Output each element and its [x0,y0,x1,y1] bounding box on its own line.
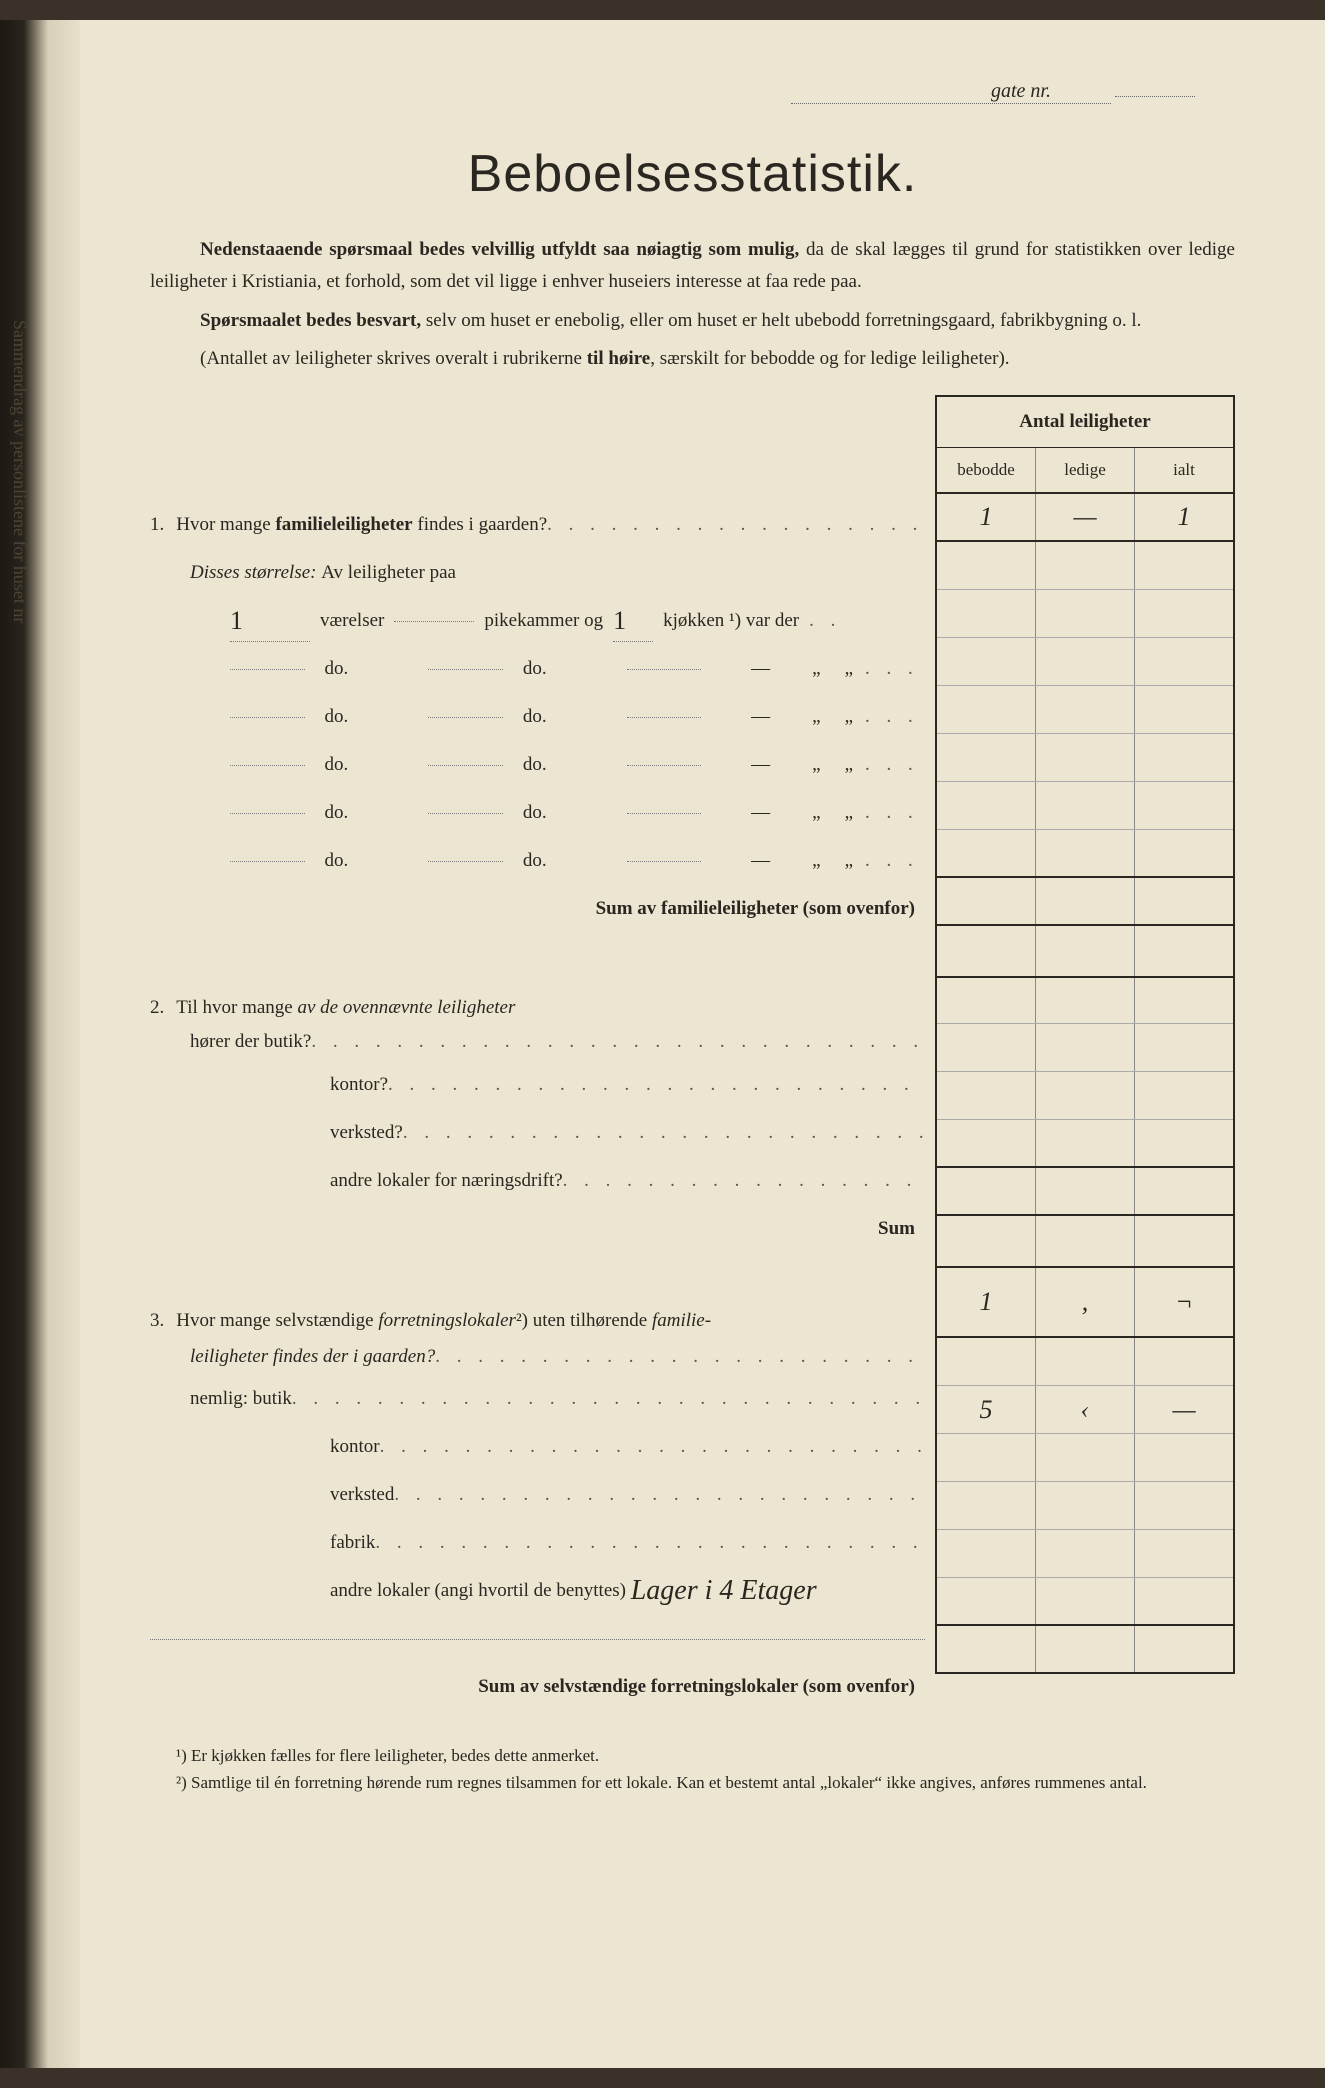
q3-blank [150,1616,925,1664]
intro-p1: Nedenstaaende spørsmaal bedes velvillig … [150,234,1235,299]
q3-andre: andre lokaler (angi hvortil de benyttes)… [150,1568,925,1616]
row-do4 [937,782,1233,830]
q3-kontor-bebodde: 5 [937,1386,1036,1433]
questions: 1. Hvor mange familieleiligheter findes … [150,395,925,1711]
q1-size-row: 1 værelser pikekammer og 1 kjøkken ¹) va… [150,597,925,645]
q3-ledige: , [1036,1268,1135,1336]
row-spacer [937,542,1233,590]
q3-bebodde: 1 [937,1268,1036,1336]
q3-line1: 3. Hvor mange selvstændige forretningslo… [150,1304,925,1340]
row-do2 [937,686,1233,734]
gap1 [937,926,1233,976]
row-q3-main: 1 , ¬ [937,1266,1233,1338]
do-row-4: do.do.—„„ [150,789,925,837]
q3-kontor: kontor [150,1424,925,1472]
q3-andre-handwriting: Lager i 4 Etager [631,1569,817,1614]
table-header: Antal leiligheter [937,397,1233,448]
row-q2-kontor [937,1024,1233,1072]
q3-kontor-ialt: — [1135,1386,1233,1433]
paper-sheet: gate nr. Beboelsesstatistik. Nedenstaaen… [80,20,1325,2068]
do-row-2: do.do.—„„ [150,693,925,741]
q3-verksted: verksted [150,1472,925,1520]
row-q3-butik [937,1338,1233,1386]
row-q3-kontor: 5 ‹ — [937,1386,1233,1434]
row-q3-andre [937,1530,1233,1578]
q2-sum: Sum [150,1206,925,1254]
table-box: Antal leiligheter bebodde ledige ialt 1 … [935,395,1235,1674]
footnotes: ¹) Er kjøkken fælles for flere leilighet… [150,1742,1235,1796]
q1-sum: Sum av familieleiligheter (som ovenfor) [150,885,925,933]
row-q2-sum [937,1168,1233,1216]
q3-ialt: ¬ [1135,1268,1233,1336]
q2-butik: hører der butik? [150,1024,925,1062]
q1-bebodde: 1 [937,494,1036,540]
row-q1-sum [937,878,1233,926]
q3-sum: Sum av selvstændige forretningslokaler (… [150,1664,925,1712]
row-q3-sum [937,1626,1233,1674]
do-row-3: do.do.—„„ [150,741,925,789]
q3-fabrik: fabrik [150,1520,925,1568]
spine-text: Sammendrag av personlistene for huset nr [9,320,30,623]
content-area: Antal leiligheter bebodde ledige ialt 1 … [150,395,1235,1711]
col-bebodde: bebodde [937,448,1036,492]
q2-line1: 2. Til hvor mange av de ovennævnte leili… [150,983,925,1023]
intro-p2: Spørsmaalet bedes besvart, selv om huset… [150,305,1235,337]
book-spine: Sammendrag av personlistene for huset nr [0,20,80,2068]
gate-label: gate nr. [991,80,1051,102]
q2-andre: andre lokaler for næringsdrift? [150,1158,925,1206]
q1-line: 1. Hvor mange familieleiligheter findes … [150,501,925,549]
row-q2-verksted [937,1072,1233,1120]
q3-kontor-ledige: ‹ [1036,1386,1135,1433]
q1-disses: Disses størrelse: Av leiligheter paa [150,549,925,597]
q2-verksted: verksted? [150,1110,925,1158]
do-row-5: do.do.—„„ [150,837,925,885]
row-q2-butik [937,976,1233,1024]
row-q3-verksted [937,1434,1233,1482]
q3-line2: leiligheter findes der i gaarden? [150,1340,925,1376]
header-line: gate nr. [150,80,1195,104]
row-q3-fabrik [937,1482,1233,1530]
intro-p3: (Antallet av leiligheter skrives overalt… [150,343,1235,375]
q3-nemlig: nemlig: butik [150,1376,925,1424]
q2-kontor: kontor? [150,1062,925,1110]
page: Sammendrag av personlistene for huset nr… [0,20,1325,2068]
footnote-2: ²) Samtlige til én forretning hørende ru… [150,1769,1235,1796]
q1-row: 1 — 1 [937,494,1233,542]
col-ialt: ialt [1135,448,1233,492]
footnote-1: ¹) Er kjøkken fælles for flere leilighet… [150,1742,1235,1769]
do-row-1: do.do.—„„ [150,645,925,693]
row-size [937,590,1233,638]
page-title: Beboelsesstatistik. [150,144,1235,204]
row-do5 [937,830,1233,878]
col-ledige: ledige [1036,448,1135,492]
q1-ledige: — [1036,494,1135,540]
row-q3-blank [937,1578,1233,1626]
row-q2-andre [937,1120,1233,1168]
table-cols: bebodde ledige ialt [937,448,1233,494]
q1-ialt: 1 [1135,494,1233,540]
row-do1 [937,638,1233,686]
row-do3 [937,734,1233,782]
gap2 [937,1216,1233,1266]
